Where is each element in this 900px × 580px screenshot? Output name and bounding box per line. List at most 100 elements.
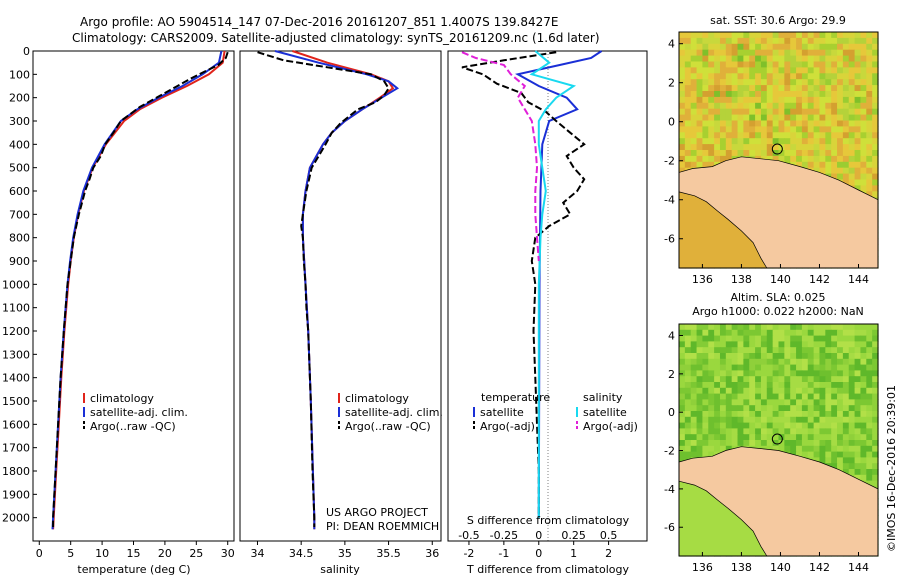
sst_map-cell <box>831 67 838 74</box>
sla_map-cell <box>842 341 850 348</box>
sst_map-cell <box>837 73 844 80</box>
sst_map-cell <box>872 126 879 133</box>
sla_map-cell <box>825 457 832 464</box>
sst_map-cell <box>854 185 862 192</box>
sst_map-cell <box>696 155 704 163</box>
sst_map-cell <box>696 150 704 157</box>
sst_map-cell <box>872 91 879 98</box>
sst_map-cell <box>725 32 733 39</box>
sla_map-cell <box>731 376 739 383</box>
sst_map-cell <box>801 49 809 57</box>
sla_map-cell <box>719 370 727 377</box>
sst_map-cell <box>743 55 750 63</box>
sst_map-cell <box>708 91 715 98</box>
sst_map-cell <box>702 61 709 68</box>
sst_map-cell <box>807 126 815 133</box>
sla_map-cell <box>819 335 826 342</box>
sst_map-cell <box>766 85 774 92</box>
temperature-series <box>51 50 229 530</box>
sst_map-lat-label: -2 <box>664 155 675 168</box>
sla_map-cell <box>702 416 709 424</box>
legend-label: climatology <box>345 392 409 405</box>
sst_map-cell <box>837 138 844 145</box>
sst_map-cell <box>854 37 862 45</box>
sst_map-cell <box>702 32 709 39</box>
sla_map-lon-label: 142 <box>809 561 830 574</box>
sst_map-cell <box>772 155 780 163</box>
sst_map-cell <box>807 155 815 163</box>
sla_map-cell <box>731 370 739 377</box>
sla_map-cell <box>772 347 780 354</box>
sst_map-cell <box>760 138 768 145</box>
sst_map-cell <box>772 37 780 45</box>
sla_map-cell <box>831 329 838 337</box>
sla_map-cell <box>749 341 756 348</box>
difference-series-1 <box>461 51 586 518</box>
sla_map-cell <box>749 364 756 371</box>
sla_map-cell <box>866 405 873 412</box>
sst_map-cell <box>679 91 686 98</box>
sst_map-cell <box>731 91 739 98</box>
sla_map-cell <box>696 451 704 458</box>
sst_map-cell <box>714 79 721 86</box>
sst_map-cell <box>714 144 721 151</box>
sla_map-cell <box>755 416 762 424</box>
sst_map-cell <box>749 85 756 92</box>
sla_map-cell <box>837 399 844 406</box>
sla_map-cell <box>801 370 809 377</box>
depth-tick-label: 1400 <box>2 372 30 385</box>
sla_map-cell <box>790 324 797 331</box>
sla_map-cell <box>784 393 791 400</box>
sst_map-cell <box>766 150 774 157</box>
sla_map-cell <box>690 422 698 429</box>
sst_map-cell <box>708 73 715 80</box>
sla_map-cell <box>690 399 698 406</box>
sst_map-cell <box>819 49 826 57</box>
sst_map-cell <box>860 126 867 133</box>
sst_map-cell <box>760 79 768 86</box>
sla_map-lon-label: 144 <box>848 561 869 574</box>
sla_map-cell <box>813 440 821 447</box>
sla_map-cell <box>860 474 867 482</box>
sst_map-cell <box>766 79 774 86</box>
sla_map-cell <box>725 440 733 447</box>
sst_map-cell <box>819 85 826 92</box>
sla_map-cell <box>796 364 803 371</box>
sst_map-cell <box>842 55 850 63</box>
sst_map-cell <box>714 85 721 92</box>
sla_map-cell <box>831 370 838 377</box>
sla_map-cell <box>708 364 715 371</box>
sla_map-cell <box>719 445 727 453</box>
sla_map-cell <box>848 335 856 342</box>
sla_map-cell <box>719 364 727 371</box>
sla_map-cell <box>684 324 692 331</box>
sst_map-cell <box>749 96 756 104</box>
sst_map-cell <box>801 132 809 139</box>
sla_map-cell <box>696 405 704 412</box>
sla_map-cell <box>708 405 715 412</box>
sst_map-cell <box>860 185 867 192</box>
sla_map-cell <box>749 382 756 389</box>
sla_map-cell <box>766 387 774 395</box>
sla_map-cell <box>749 399 756 406</box>
sla_map-cell <box>760 335 768 342</box>
sla_map-cell <box>684 434 692 441</box>
sst_map-cell <box>825 85 832 92</box>
sla_map-cell <box>719 387 727 395</box>
temperature-xtick-label: 10 <box>95 547 109 560</box>
sst_map-cell <box>842 32 850 39</box>
sst_map-cell <box>860 102 867 110</box>
sla_map-cell <box>749 428 756 435</box>
sla_map-cell <box>737 399 744 406</box>
sst_map-cell <box>860 179 867 186</box>
sst_map-cell <box>778 114 785 122</box>
sst_map-cell <box>714 114 721 122</box>
sla_map-cell <box>796 335 803 342</box>
sst_map-cell <box>825 67 832 74</box>
sst_map-cell <box>766 49 774 57</box>
sst_map-cell <box>725 144 733 151</box>
sst_map-cell <box>854 179 862 186</box>
sst_map-cell <box>848 144 856 151</box>
sla_map-cell <box>702 411 709 418</box>
sst_map-cell <box>819 161 826 169</box>
